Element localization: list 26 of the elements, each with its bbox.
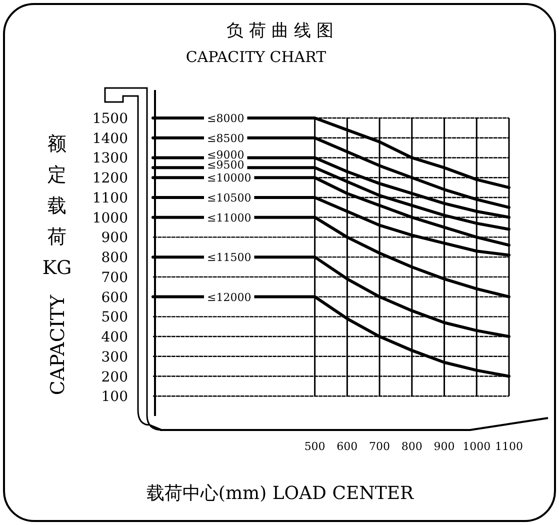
x-tick-label: 600 xyxy=(336,440,358,453)
chart-subtitle: CAPACITY CHART xyxy=(186,48,326,66)
y-tick-label: 600 xyxy=(101,290,128,306)
x-tick-label: 500 xyxy=(304,440,326,453)
y-tick-label: 700 xyxy=(101,270,128,286)
title: 负 荷 曲 线 图 xyxy=(226,21,334,41)
y-tick-label: 900 xyxy=(101,230,128,246)
x-tick-label: 800 xyxy=(401,440,422,453)
x-tick-label: 700 xyxy=(369,440,390,453)
y-tick-label: 500 xyxy=(101,310,128,326)
y-tick-label: 300 xyxy=(101,349,128,366)
y-tick-label: 400 xyxy=(101,330,128,346)
y-tick-label: 200 xyxy=(101,369,128,386)
y-tick-label: 1100 xyxy=(92,190,128,206)
x-tick-label: 1100 xyxy=(495,440,523,453)
y-tick-label: 100 xyxy=(101,389,128,406)
ylabel: 额定载荷KG CAPACITY xyxy=(42,133,72,396)
y-tick-label: 1000 xyxy=(92,210,128,226)
y-tick-label: 1400 xyxy=(92,130,128,147)
y-tick-label: 1300 xyxy=(92,150,128,167)
x-axis-title: 载荷中心(mm) LOAD CENTER xyxy=(146,483,414,504)
x-tick-label: 900 xyxy=(434,440,455,453)
x-tick-label: 1000 xyxy=(462,440,491,453)
y-tick-label: 1500 xyxy=(92,111,128,127)
y-tick-label: 800 xyxy=(101,250,128,266)
y-tick-label: 1200 xyxy=(92,170,128,187)
